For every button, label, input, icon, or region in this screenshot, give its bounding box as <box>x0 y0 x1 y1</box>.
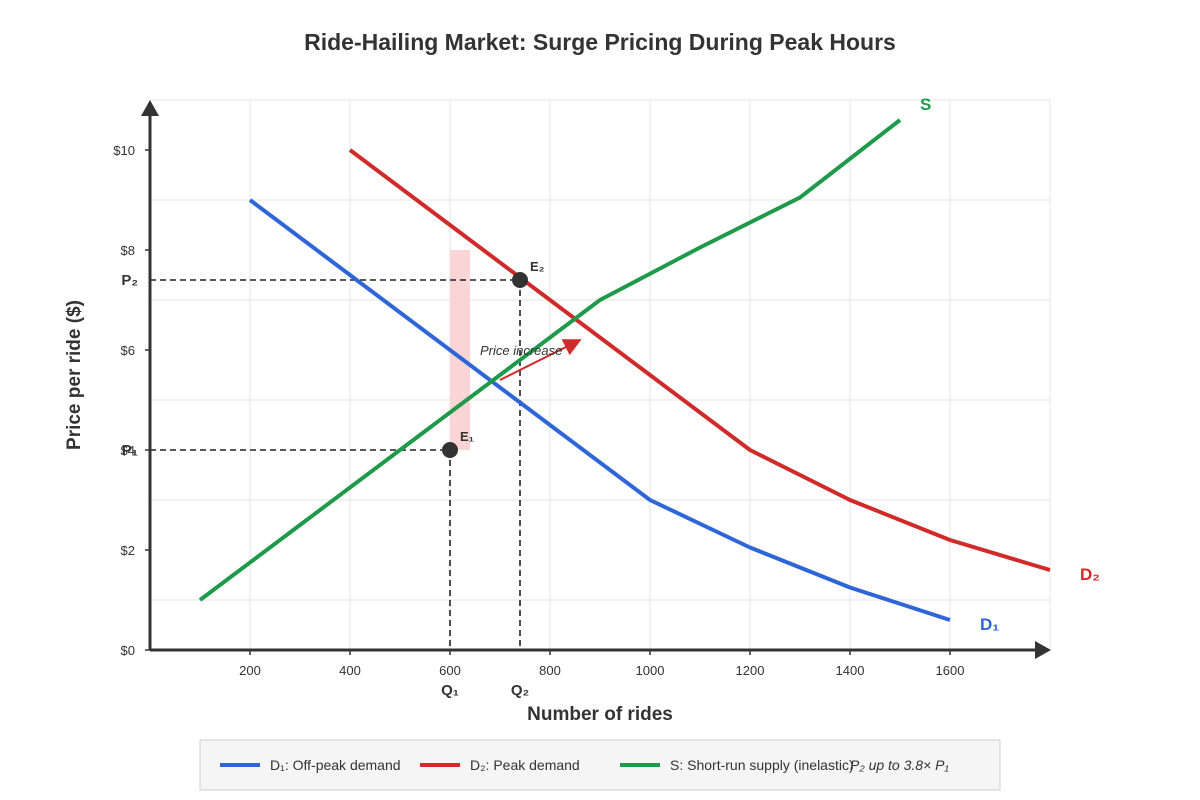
y-tick-label: $0 <box>121 643 135 658</box>
annotations: Price increase <box>480 339 582 381</box>
legend-box <box>199 739 1001 791</box>
equilibrium-label-e1: E₁ <box>460 429 474 444</box>
y-tick-label: $10 <box>113 143 135 158</box>
x-axis-label: Number of rides <box>527 704 673 725</box>
legend: D₁: Off-peak demand D₂: Peak demand S: S… <box>199 739 1001 791</box>
axes <box>141 100 1051 659</box>
x-tick-label: 1200 <box>736 663 765 678</box>
x-tick-label: 600 <box>439 663 461 678</box>
curve-label-s: S <box>920 95 931 114</box>
x-tick-label: 1600 <box>936 663 965 678</box>
legend-label-d1: D₁: Off-peak demand <box>270 757 401 773</box>
x-tick-label: 800 <box>539 663 561 678</box>
legend-label-s: S: Short-run supply (inelastic) <box>670 757 854 773</box>
y-axis-arrowhead <box>141 100 159 116</box>
curve-label-d1: D₁ <box>980 615 999 634</box>
x-tick-label: 200 <box>239 663 261 678</box>
curve-label-d2: D₂ <box>1080 565 1100 584</box>
x-axis-arrowhead <box>1035 641 1051 659</box>
quantity-label-q2: Q₂ <box>511 682 529 699</box>
y-axis-label: Price per ride ($) <box>64 300 85 450</box>
price-increase-arrow <box>499 339 582 381</box>
curve-s <box>198 118 902 602</box>
equilibrium-point-e2 <box>512 272 528 288</box>
y-tick-label: $6 <box>121 343 135 358</box>
curves: D₁ D₂ S <box>198 95 1100 634</box>
equilibrium-label-e2: E₂ <box>530 259 545 274</box>
legend-label-d2: D₂: Peak demand <box>470 757 580 773</box>
equilibrium-point-e1 <box>442 442 458 458</box>
price-label-p2: P₂ <box>121 272 138 289</box>
x-tick-label: 400 <box>339 663 361 678</box>
grid <box>150 99 1051 650</box>
price-increase-label: Price increase <box>480 343 562 358</box>
tick-labels: 200 400 600 800 1000 1200 1400 1600 $0 $2 $6 $8 $10 $… <box>113 143 964 678</box>
price-label-p1: P₁ <box>122 442 138 459</box>
y-tick-label-overlap: $4 <box>121 443 135 458</box>
legend-note: P₂ up to 3.8× P₁ <box>850 757 949 773</box>
x-tick-label: 1000 <box>636 663 665 678</box>
curve-d1 <box>248 198 951 622</box>
y-tick-label: $2 <box>121 543 135 558</box>
chart-title: Ride-Hailing Market: Surge Pricing Durin… <box>304 29 896 55</box>
quantity-label-q1: Q₁ <box>441 682 459 699</box>
curve-d2 <box>348 148 1051 572</box>
x-tick-label: 1400 <box>836 663 865 678</box>
equilibrium-points: E₁ Q₁ P₁ E₂ Q₂ P₂ <box>121 259 544 699</box>
y-tick-label: $8 <box>121 243 135 258</box>
